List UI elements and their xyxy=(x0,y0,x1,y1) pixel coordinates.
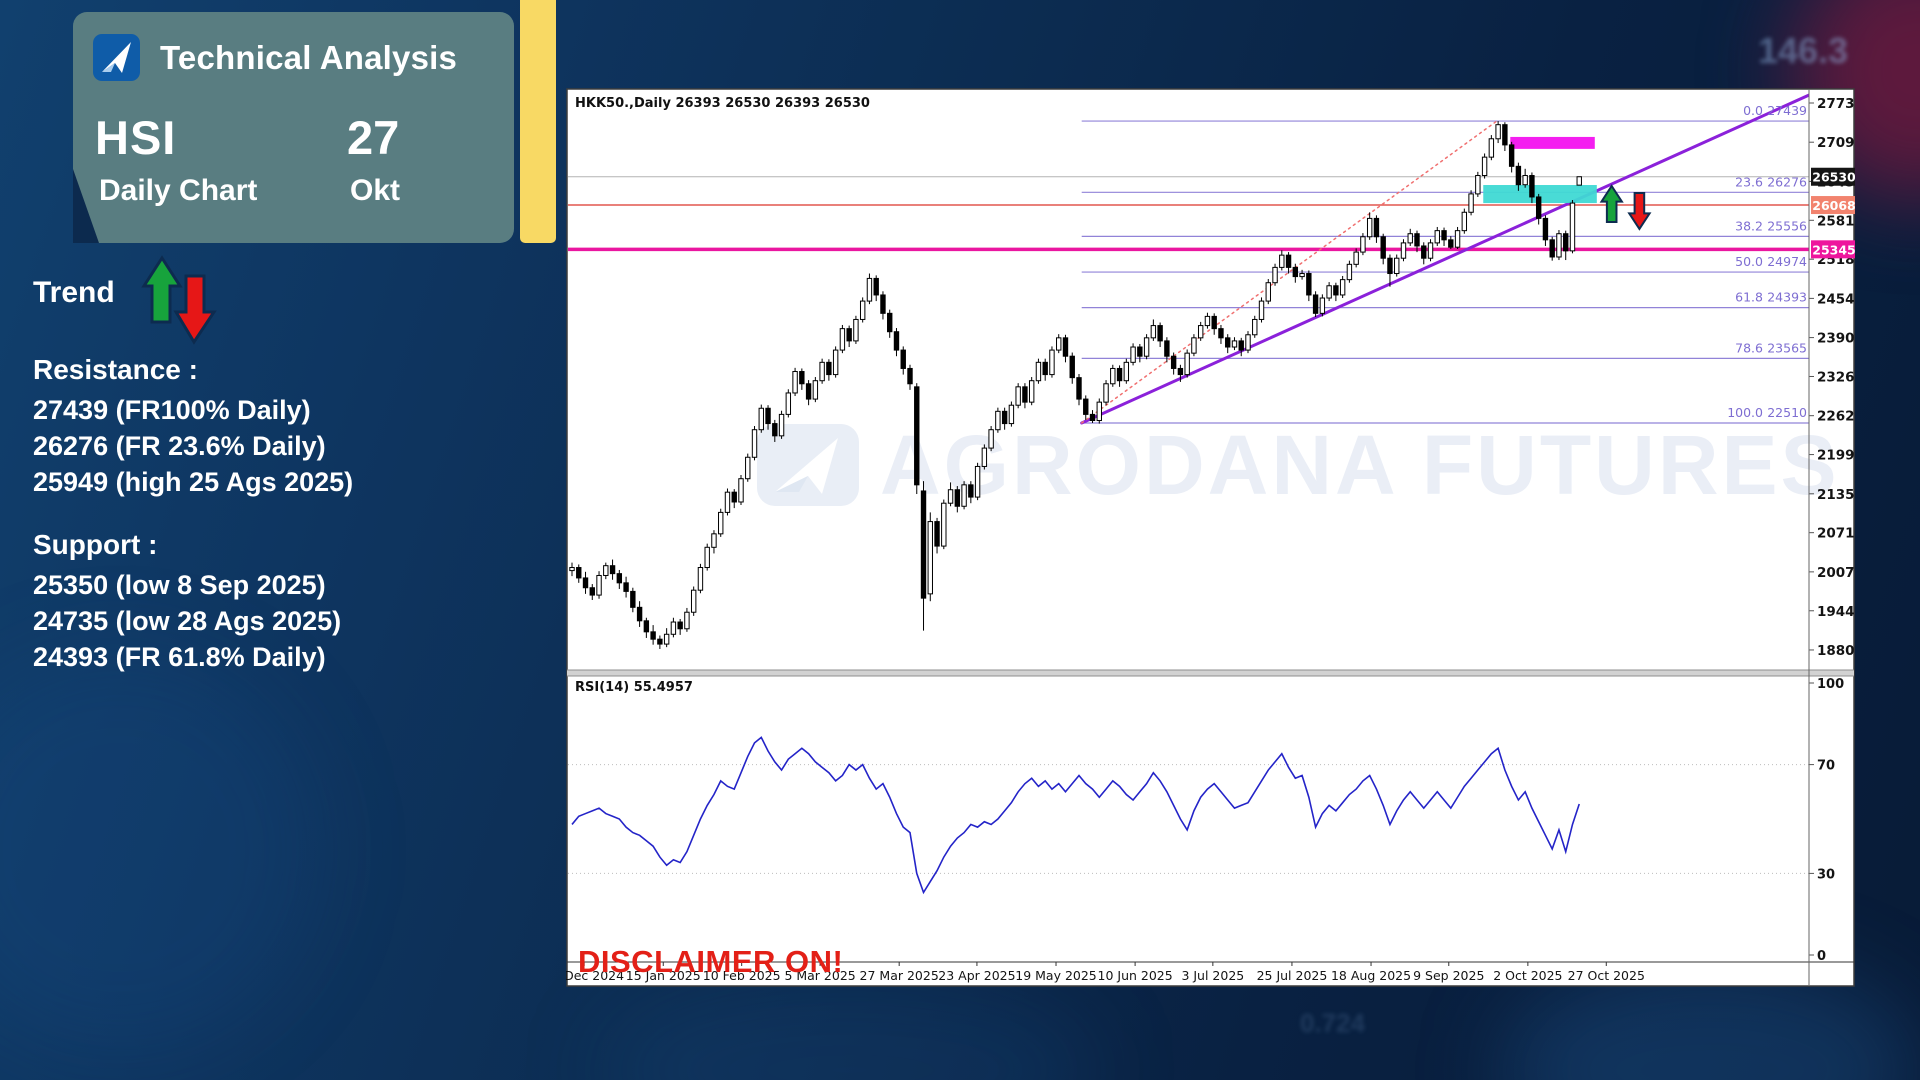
resistance-list: Resistance : 27439 (FR100% Daily) 26276 … xyxy=(33,352,503,500)
up-arrow-marker xyxy=(1599,184,1624,224)
resistance-item: 27439 (FR100% Daily) xyxy=(33,395,311,425)
price-scale-label: 27094 xyxy=(1817,135,1855,151)
price-tag-value: 26530 xyxy=(1812,170,1855,185)
price-scale-label: 22629 xyxy=(1817,409,1855,425)
date-tick-label: 10 Jun 2025 xyxy=(1098,968,1173,983)
pane-separator xyxy=(567,670,1854,676)
rsi-scale-label: 0 xyxy=(1817,949,1826,964)
fib-price-label: 22510 xyxy=(1767,405,1807,420)
price-scale-label: 25819 xyxy=(1817,213,1855,229)
trend-label: Trend xyxy=(33,276,115,309)
price-scale-label: 21994 xyxy=(1817,448,1855,464)
date-tick-label: 15 Jan 2025 xyxy=(626,968,701,983)
date-tick-label: 18 Aug 2025 xyxy=(1331,968,1411,983)
support-item: 24735 (low 28 Ags 2025) xyxy=(33,606,342,636)
resistance-item: 26276 (FR 23.6% Daily) xyxy=(33,431,326,461)
fib-level-label: 78.6 xyxy=(1735,340,1763,355)
background-blue-glow xyxy=(0,650,320,1050)
down-arrow-marker xyxy=(1627,191,1652,231)
support-list: Support : 25350 (low 8 Sep 2025) 24735 (… xyxy=(33,527,503,675)
price-scale-label: 23269 xyxy=(1817,369,1855,385)
brand-logo-icon xyxy=(93,34,140,81)
rsi-scale-label: 70 xyxy=(1817,759,1835,774)
fib-level-label: 0.0 xyxy=(1743,103,1763,118)
fib-price-label: 27439 xyxy=(1767,103,1807,118)
fib-level-label: 61.8 xyxy=(1735,290,1763,305)
price-tag xyxy=(1811,167,1857,186)
fib-price-label: 24974 xyxy=(1767,254,1807,269)
rsi-pane: 100 70 30 0 RSI(14) 55.4957 xyxy=(568,677,1844,964)
watermark: AGRODANA FUTURES xyxy=(757,418,1840,512)
date-tick-label: 10 Feb 2025 xyxy=(703,968,781,983)
price-scale-label: 18804 xyxy=(1817,643,1855,659)
date-day: 27 xyxy=(347,111,400,164)
fib-level-label: 23.6 xyxy=(1735,174,1763,189)
date-tick-label: 19 May 2025 xyxy=(1015,968,1097,983)
price-scale-label: 21354 xyxy=(1817,487,1855,503)
timeframe-label: Daily Chart xyxy=(99,174,258,207)
symbol-ohlc-label: HKK50.,Daily 26393 26530 26393 26530 xyxy=(575,96,870,111)
price-tag-value: 25345 xyxy=(1812,242,1855,257)
mt4-chart: AGRODANA FUTURES277342709426454258192518… xyxy=(544,88,1864,987)
support-item: 25350 (low 8 Sep 2025) xyxy=(33,570,326,600)
price-scale-label: 19444 xyxy=(1817,604,1855,620)
rsi-indicator-label: RSI(14) 55.4957 xyxy=(575,680,693,695)
date-tick-label: 3 Jul 2025 xyxy=(1181,968,1244,983)
fib-price-label: 25556 xyxy=(1767,218,1807,233)
price-tag xyxy=(1811,196,1857,215)
fib-baseline-dotted xyxy=(1080,120,1498,424)
date-tick-label: 9 Sep 2025 xyxy=(1413,968,1484,983)
page-title: Technical Analysis xyxy=(160,38,458,76)
instrument-symbol: HSI xyxy=(95,111,177,164)
fib-level-label: 38.2 xyxy=(1735,218,1763,233)
purple-support-trendline xyxy=(1080,93,1809,425)
fib-price-label: 23565 xyxy=(1767,340,1807,355)
date-tick-label: 2 Oct 2025 xyxy=(1493,968,1562,983)
price-scale-label: 23904 xyxy=(1817,331,1855,347)
fib-level-label: 100.0 xyxy=(1727,405,1763,420)
disclaimer-text: DISCLAIMER ON! xyxy=(578,944,844,979)
price-scale-label: 20719 xyxy=(1817,526,1855,542)
price-scale-label: 20079 xyxy=(1817,565,1855,581)
price-tag xyxy=(1811,240,1857,259)
rsi-line xyxy=(571,736,1580,895)
support-title: Support : xyxy=(33,529,158,560)
plot-area xyxy=(568,93,1809,649)
watermark-text: AGRODANA FUTURES xyxy=(880,418,1840,512)
price-tag-value: 26068 xyxy=(1812,198,1855,213)
chart-background xyxy=(566,88,1855,987)
rsi-scale-label: 100 xyxy=(1817,677,1844,692)
background-faint-number: 146.3 xyxy=(1758,30,1849,71)
rsi-scale-label: 30 xyxy=(1817,867,1835,882)
date-month: Okt xyxy=(350,174,401,207)
date-tick-label: 23 Apr 2025 xyxy=(938,968,1015,983)
date-tick-label: 27 Oct 2025 xyxy=(1568,968,1645,983)
card-corner-bevel xyxy=(73,169,99,243)
fib-level-label: 50.0 xyxy=(1735,254,1763,269)
resistance-title: Resistance : xyxy=(33,354,198,385)
support-item: 24393 (FR 61.8% Daily) xyxy=(33,642,326,672)
fib-price-label: 24393 xyxy=(1767,290,1807,305)
demand-box-cyan xyxy=(1483,185,1597,204)
date-tick-label: 25 Jul 2025 xyxy=(1257,968,1328,983)
supply-box-magenta xyxy=(1510,136,1595,149)
background-blue-glow xyxy=(600,980,1100,1080)
price-chart-window: AGRODANA FUTURES277342709426454258192518… xyxy=(544,88,1864,987)
candlesticks xyxy=(569,121,1582,649)
date-tick-label: 27 Mar 2025 xyxy=(860,968,939,983)
price-scale-label: 27734 xyxy=(1817,96,1855,112)
date-tick-label: 5 Mar 2025 xyxy=(784,968,855,983)
trend-up-down-icon xyxy=(141,255,217,345)
fib-price-label: 26276 xyxy=(1767,174,1807,189)
price-scale-label: 24544 xyxy=(1817,291,1855,307)
yellow-accent-stripe xyxy=(520,0,556,243)
resistance-item: 25949 (high 25 Ags 2025) xyxy=(33,467,354,497)
background-faint-number: 0.724 xyxy=(1300,1008,1366,1038)
brand-card: Technical Analysis HSI 27 Daily Chart Ok… xyxy=(73,12,514,243)
